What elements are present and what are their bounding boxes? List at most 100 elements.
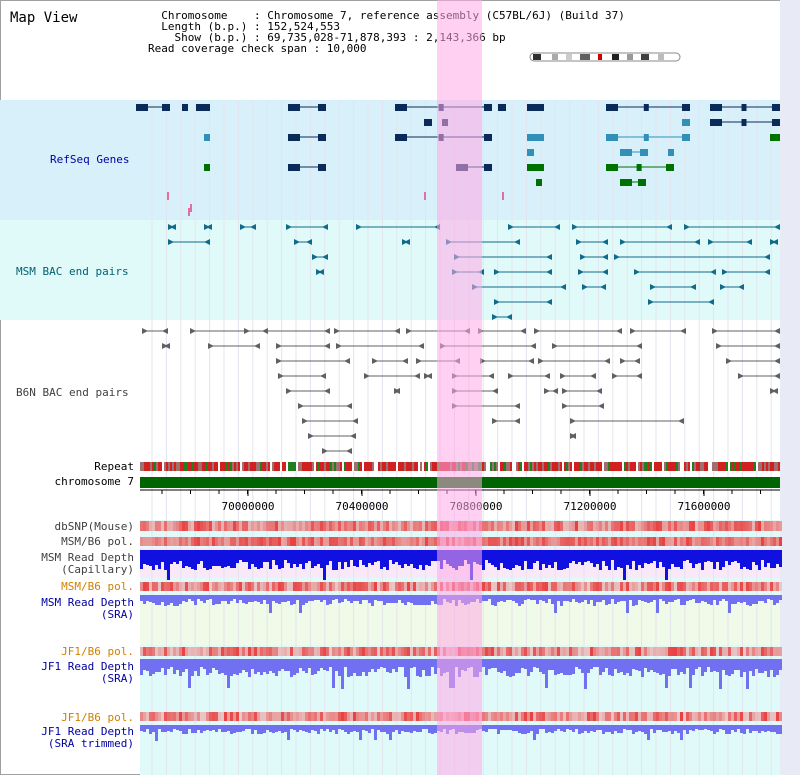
heat-cell: [314, 647, 317, 656]
heat-cell: [623, 712, 626, 721]
heat-cell: [608, 582, 611, 591]
depth-bar: [320, 659, 323, 668]
depth-bar: [365, 550, 368, 567]
depth-bar: [152, 725, 155, 732]
heat-cell: [371, 537, 374, 546]
heat-cell: [359, 521, 362, 531]
heat-cell: [236, 521, 239, 531]
depth-bar: [425, 659, 428, 676]
depth-bar: [251, 595, 254, 602]
heat-cell: [263, 537, 266, 546]
repeat-segment: [256, 462, 258, 471]
depth-bar: [746, 725, 749, 729]
heat-cell: [242, 647, 245, 656]
depth-bar: [434, 725, 437, 733]
heat-cell: [686, 712, 689, 721]
refseq-track-bg: [0, 100, 780, 220]
depth-bar: [416, 595, 419, 605]
heat-cell: [617, 712, 620, 721]
depth-bar: [626, 725, 629, 730]
depth-bar: [761, 725, 764, 731]
depth-bar: [419, 659, 422, 677]
heat-cell: [530, 521, 533, 531]
heat-cell: [677, 647, 680, 656]
heat-cell: [398, 712, 401, 721]
depth-bar: [623, 725, 626, 729]
repeat-segment: [416, 462, 418, 471]
bac-end-marker: [534, 328, 540, 334]
heat-cell: [674, 582, 677, 591]
depth-bar: [488, 659, 491, 669]
heat-cell: [566, 647, 569, 656]
depth-bar: [638, 659, 641, 671]
depth-bar: [251, 659, 254, 669]
heat-cell: [173, 537, 176, 546]
heat-cell: [281, 537, 284, 546]
repeat-segment: [244, 462, 246, 471]
heat-cell: [404, 582, 407, 591]
repeat-segment: [560, 462, 562, 471]
bac-end-marker: [344, 358, 350, 364]
heat-cell: [758, 647, 761, 656]
heat-cell: [503, 712, 506, 721]
depth-bar: [710, 659, 713, 672]
depth-bar: [599, 550, 602, 570]
heat-cell: [662, 537, 665, 546]
depth-bar: [737, 659, 740, 670]
depth-bar: [233, 595, 236, 599]
repeat-segment: [262, 462, 264, 471]
heat-cell: [161, 712, 164, 721]
page-title: Map View: [10, 10, 78, 26]
heat-cell: [140, 647, 143, 656]
bac-end-marker: [636, 343, 642, 349]
depth-bar: [281, 550, 284, 568]
depth-bar: [290, 659, 293, 677]
depth-bar: [419, 550, 422, 565]
heat-cell: [533, 712, 536, 721]
depth-bar: [434, 550, 437, 561]
depth-bar: [146, 550, 149, 565]
depth-bar: [563, 725, 566, 732]
depth-bar: [578, 595, 581, 603]
ideogram-band: [641, 54, 649, 60]
heat-cell: [758, 582, 761, 591]
heat-cell: [716, 582, 719, 591]
depth-bar: [344, 595, 347, 599]
depth-bar: [185, 595, 188, 602]
heat-cell: [773, 537, 776, 546]
depth-bar: [335, 659, 338, 671]
depth-bar: [764, 725, 767, 732]
label-repeat: Repeat: [94, 460, 134, 473]
depth-bar: [167, 595, 170, 605]
depth-bar: [773, 659, 776, 677]
heat-cell: [317, 647, 320, 656]
heat-cell: [485, 712, 488, 721]
gene-exon: [536, 134, 544, 141]
selection-highlight[interactable]: [437, 0, 482, 775]
repeat-segment: [650, 462, 652, 471]
bac-end-marker: [394, 328, 400, 334]
heat-cell: [338, 582, 341, 591]
bac-end-marker: [572, 224, 578, 230]
repeat-segment: [334, 462, 336, 471]
axis-tick-label: 71600000: [678, 500, 731, 513]
depth-bar: [620, 659, 623, 672]
heat-cell: [482, 537, 485, 546]
heat-cell: [671, 712, 674, 721]
heat-cell: [341, 647, 344, 656]
depth-bar: [635, 550, 638, 570]
depth-bar: [617, 725, 620, 733]
heat-cell: [230, 647, 233, 656]
heat-cell: [608, 537, 611, 546]
heat-cell: [575, 712, 578, 721]
heat-cell: [392, 537, 395, 546]
heat-cell: [275, 582, 278, 591]
label-msm-b6-pol: MSM/B6 pol.: [61, 535, 134, 548]
heat-cell: [719, 537, 722, 546]
heat-cell: [425, 537, 428, 546]
bac-end-marker: [406, 328, 412, 334]
heat-cell: [239, 712, 242, 721]
bac-end-marker: [722, 269, 728, 275]
heat-cell: [362, 521, 365, 531]
